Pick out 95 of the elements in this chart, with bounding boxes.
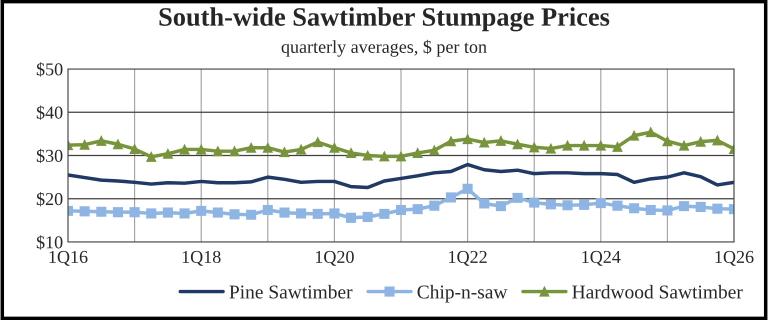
legend-label: Pine Sawtimber bbox=[229, 284, 352, 299]
point bbox=[229, 146, 240, 156]
point bbox=[112, 139, 123, 150]
point bbox=[496, 136, 506, 146]
y-tick-label: $40 bbox=[36, 105, 62, 120]
point bbox=[629, 203, 640, 214]
point bbox=[612, 200, 622, 211]
x-tick-label: 1Q26 bbox=[716, 250, 754, 266]
point bbox=[546, 199, 556, 210]
point bbox=[362, 212, 373, 222]
point bbox=[196, 206, 206, 216]
y-tick-label: $20 bbox=[36, 192, 62, 206]
point bbox=[180, 208, 190, 218]
point bbox=[612, 142, 622, 152]
point bbox=[196, 144, 206, 154]
point bbox=[679, 201, 690, 212]
legend-label: Hardwood Sawtimber bbox=[572, 284, 743, 299]
point bbox=[712, 204, 722, 214]
point bbox=[80, 140, 90, 150]
point bbox=[546, 144, 556, 154]
chart-title: South-wide Sawtimber Stumpage Prices bbox=[160, 7, 610, 32]
point bbox=[279, 208, 290, 218]
point bbox=[379, 151, 390, 162]
point bbox=[629, 130, 640, 141]
point bbox=[246, 210, 256, 220]
point bbox=[180, 144, 190, 154]
point bbox=[80, 206, 90, 216]
point bbox=[462, 184, 473, 194]
x-tick-label: 1Q16 bbox=[50, 250, 88, 266]
point bbox=[696, 136, 706, 147]
point bbox=[262, 204, 273, 216]
point bbox=[130, 207, 140, 218]
legend-label: Chip-n-saw bbox=[418, 284, 508, 302]
point bbox=[579, 140, 590, 151]
point bbox=[296, 144, 306, 154]
x-tick-label: 1Q18 bbox=[182, 250, 221, 266]
point bbox=[662, 205, 672, 216]
y-tick-label: $10 bbox=[36, 235, 62, 250]
point bbox=[496, 201, 506, 212]
point bbox=[446, 192, 456, 202]
point bbox=[246, 142, 256, 153]
point bbox=[162, 208, 173, 218]
point bbox=[279, 147, 290, 158]
point bbox=[96, 136, 106, 146]
chart-subtitle: quarterly averages, $ per ton bbox=[282, 40, 487, 57]
x-tick-label: 1Q24 bbox=[582, 250, 621, 266]
point bbox=[562, 140, 573, 151]
point bbox=[346, 212, 356, 223]
point bbox=[646, 127, 656, 138]
point bbox=[162, 148, 173, 159]
line-series bbox=[68, 162, 734, 190]
x-tick-label: 1Q22 bbox=[449, 250, 487, 266]
point bbox=[412, 148, 423, 158]
point bbox=[112, 207, 123, 218]
point bbox=[512, 139, 523, 150]
point bbox=[529, 142, 540, 152]
point bbox=[146, 208, 156, 218]
point bbox=[346, 148, 356, 158]
point bbox=[212, 208, 223, 218]
point bbox=[462, 134, 473, 144]
point bbox=[596, 140, 606, 151]
point bbox=[329, 208, 340, 218]
point bbox=[396, 204, 406, 216]
point bbox=[596, 198, 606, 208]
point bbox=[296, 208, 306, 218]
y-tick-label: $30 bbox=[36, 148, 62, 164]
point bbox=[312, 137, 323, 148]
point bbox=[429, 200, 440, 211]
point bbox=[396, 151, 406, 162]
point bbox=[130, 144, 140, 154]
point bbox=[96, 206, 106, 217]
point bbox=[212, 146, 223, 156]
point bbox=[562, 200, 573, 210]
point bbox=[229, 209, 240, 220]
point bbox=[429, 145, 440, 156]
point bbox=[662, 136, 672, 146]
point bbox=[512, 192, 523, 203]
point bbox=[446, 136, 456, 146]
point bbox=[312, 208, 323, 219]
point bbox=[379, 208, 390, 219]
point bbox=[529, 198, 540, 208]
point bbox=[412, 204, 423, 214]
point bbox=[262, 142, 273, 153]
y-tick-label: $50 bbox=[36, 62, 62, 77]
point bbox=[362, 150, 373, 161]
point bbox=[329, 142, 340, 153]
point bbox=[146, 152, 156, 162]
point bbox=[679, 140, 690, 151]
point bbox=[479, 137, 490, 148]
point bbox=[579, 200, 590, 210]
point bbox=[646, 204, 656, 216]
point bbox=[696, 202, 706, 212]
x-tick-label: 1Q20 bbox=[316, 250, 354, 266]
point bbox=[712, 135, 722, 146]
point bbox=[479, 198, 490, 209]
